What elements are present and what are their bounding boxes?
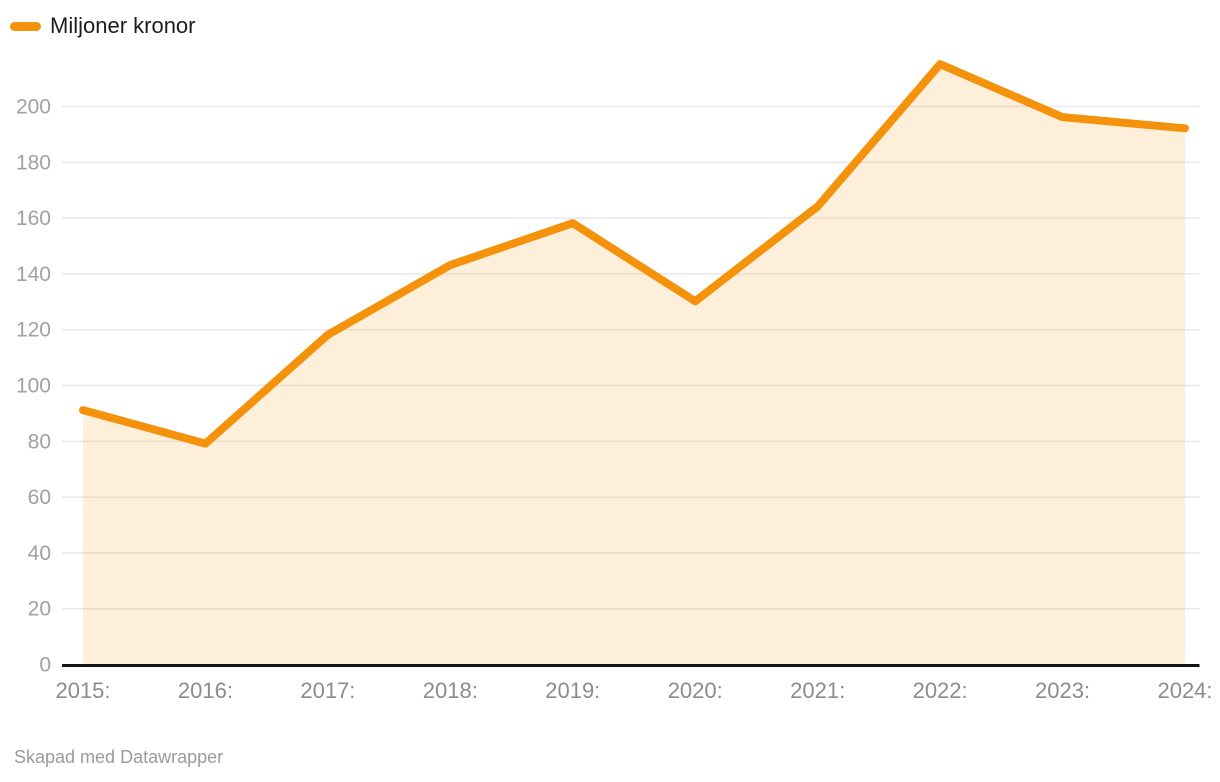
y-tick-label: 0 xyxy=(39,654,51,677)
y-tick-label: 180 xyxy=(16,151,51,174)
x-tick-label: 2016: xyxy=(178,678,233,703)
legend-line-swatch xyxy=(10,21,41,31)
y-tick-label: 40 xyxy=(28,542,51,565)
x-tick-label: 2015: xyxy=(55,678,110,703)
x-tick-label: 2022: xyxy=(913,678,968,703)
y-tick-label: 80 xyxy=(28,430,51,453)
x-tick-label: 2023: xyxy=(1035,678,1090,703)
y-tick-label: 60 xyxy=(28,486,51,509)
x-tick-label: 2024: xyxy=(1157,678,1212,703)
x-tick-label: 2019: xyxy=(545,678,600,703)
x-tick-label: 2020: xyxy=(668,678,723,703)
y-tick-label: 100 xyxy=(16,375,51,398)
y-tick-label: 120 xyxy=(16,319,51,342)
x-tick-label: 2021: xyxy=(790,678,845,703)
x-tick-label: 2017: xyxy=(300,678,355,703)
datawrapper-credit-link[interactable]: Skapad med Datawrapper xyxy=(14,747,224,767)
legend: Miljoner kronor xyxy=(10,13,196,39)
y-tick-label: 200 xyxy=(16,96,51,119)
y-tick-label: 140 xyxy=(16,263,51,286)
x-tick-label: 2018: xyxy=(423,678,478,703)
area-fill xyxy=(83,64,1185,664)
legend-label: Miljoner kronor xyxy=(50,13,196,38)
y-tick-label: 160 xyxy=(16,207,51,230)
series-line[interactable] xyxy=(79,60,1189,448)
y-tick-label: 20 xyxy=(28,598,51,621)
